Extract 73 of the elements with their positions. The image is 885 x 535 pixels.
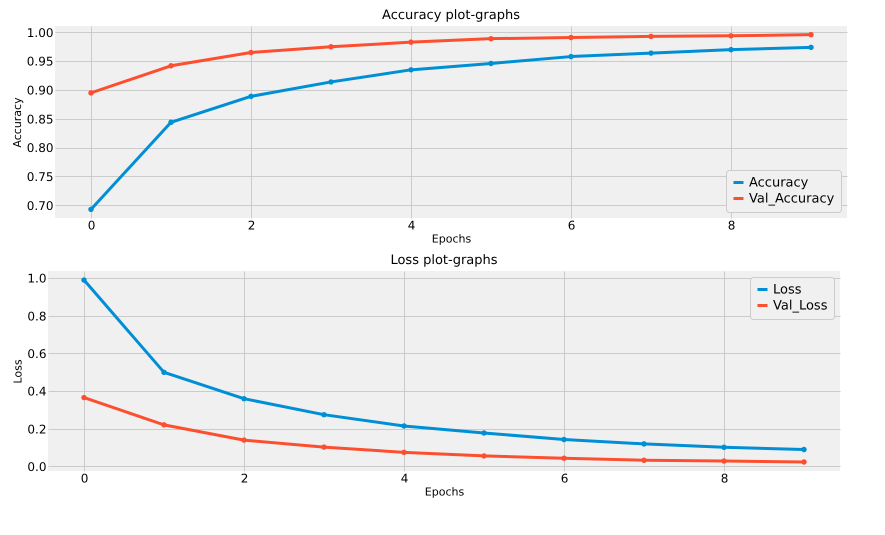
y-tick-label: 1.00 — [26, 26, 54, 40]
point — [328, 44, 334, 50]
y-axis-title: Accuracy — [10, 96, 24, 148]
point — [321, 412, 327, 418]
x-tick-label: 2 — [240, 472, 248, 486]
point — [641, 458, 647, 463]
point — [408, 39, 414, 45]
point — [248, 94, 254, 100]
point — [721, 444, 727, 450]
point — [241, 437, 247, 443]
y-tick-label: 1.0 — [27, 272, 46, 286]
x-tick-label: 6 — [568, 218, 576, 232]
y-tick-label: 0.2 — [27, 422, 46, 436]
point — [728, 46, 734, 52]
point — [401, 450, 407, 456]
y-tick-label: 0.80 — [26, 141, 54, 156]
point — [241, 396, 247, 402]
point — [641, 441, 647, 447]
legend-label: Loss — [773, 282, 802, 298]
x-axis-title: Epochs — [424, 486, 464, 498]
point — [648, 50, 654, 56]
point — [88, 90, 94, 96]
legend-label: Val_Loss — [773, 298, 828, 314]
point — [561, 455, 567, 461]
y-tick-label: 0.0 — [27, 460, 46, 474]
point — [168, 120, 174, 126]
y-tick-label: 0.6 — [27, 346, 46, 361]
y-tick-label: 0.70 — [26, 198, 54, 213]
point — [408, 67, 414, 73]
x-tick-label: 4 — [408, 218, 416, 232]
point — [321, 444, 327, 450]
x-tick-label: 2 — [248, 218, 256, 232]
point — [248, 50, 254, 56]
point — [168, 63, 174, 69]
point — [568, 34, 574, 40]
x-tick-label: 8 — [720, 472, 728, 486]
point — [81, 277, 87, 283]
point — [328, 79, 334, 85]
point — [561, 436, 567, 442]
x-tick-label: 6 — [560, 472, 568, 486]
point — [481, 453, 487, 459]
chart-title: Loss plot-graphs — [390, 253, 498, 268]
point — [488, 60, 494, 66]
point — [488, 36, 494, 42]
point — [481, 430, 487, 436]
point — [88, 206, 94, 212]
point — [801, 459, 807, 465]
x-tick-label: 4 — [400, 472, 408, 486]
legend-label: Accuracy — [749, 176, 809, 190]
point — [721, 458, 727, 464]
legend-label: Val_Accuracy — [749, 192, 835, 206]
point — [808, 32, 814, 38]
x-tick-label: 8 — [728, 218, 736, 232]
point — [568, 54, 574, 60]
chart-title: Accuracy plot-graphs — [382, 8, 520, 23]
point — [81, 394, 87, 400]
point — [728, 33, 734, 39]
y-tick-label: 0.95 — [26, 54, 54, 69]
y-tick-label: 0.4 — [27, 384, 46, 399]
point — [808, 44, 814, 50]
x-axis-title: Epochs — [432, 232, 472, 246]
point — [401, 423, 407, 429]
point — [648, 34, 654, 40]
x-tick-label: 0 — [88, 218, 96, 232]
y-tick-label: 0.8 — [27, 309, 46, 324]
y-axis-title: Loss — [11, 359, 24, 384]
y-tick-label: 0.85 — [26, 112, 54, 126]
point — [161, 370, 167, 376]
x-tick-label: 0 — [80, 472, 88, 486]
y-tick-label: 0.75 — [26, 170, 54, 184]
point — [801, 446, 807, 452]
point — [161, 422, 167, 428]
y-tick-label: 0.90 — [26, 84, 54, 98]
